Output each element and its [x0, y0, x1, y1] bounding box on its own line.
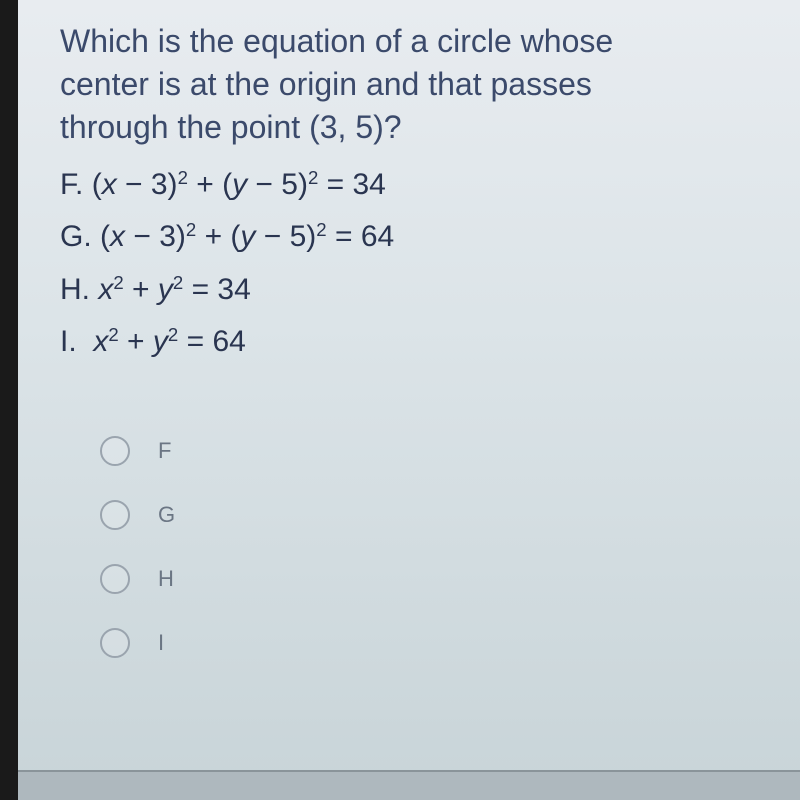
radio-label-h: H: [158, 566, 174, 592]
option-h-equation: x2 + y2 = 34: [98, 273, 250, 306]
question-card: Which is the equation of a circle whose …: [0, 0, 800, 712]
radio-label-g: G: [158, 502, 175, 528]
option-g-label: G.: [60, 214, 92, 261]
question-line-3: through the point (3, 5)?: [60, 109, 402, 145]
radio-option-g[interactable]: G: [100, 500, 760, 530]
option-f: F. (x − 3)2 + (y − 5)2 = 34: [60, 162, 760, 209]
option-g: G. (x − 3)2 + (y − 5)2 = 64: [60, 214, 760, 261]
radio-circle-icon[interactable]: [100, 628, 130, 658]
radio-label-i: I: [158, 630, 164, 656]
radio-group: F G H I: [100, 436, 760, 658]
option-f-equation: (x − 3)2 + (y − 5)2 = 34: [92, 168, 386, 201]
option-i: I. x2 + y2 = 64: [60, 319, 760, 366]
radio-circle-icon[interactable]: [100, 500, 130, 530]
question-line-2: center is at the origin and that passes: [60, 66, 592, 102]
radio-circle-icon[interactable]: [100, 564, 130, 594]
radio-option-h[interactable]: H: [100, 564, 760, 594]
question-text: Which is the equation of a circle whose …: [60, 20, 760, 150]
question-line-1: Which is the equation of a circle whose: [60, 23, 613, 59]
radio-circle-icon[interactable]: [100, 436, 130, 466]
radio-label-f: F: [158, 438, 171, 464]
bottom-bar: [18, 770, 800, 800]
option-g-equation: (x − 3)2 + (y − 5)2 = 64: [100, 220, 394, 253]
option-h-label: H.: [60, 267, 90, 314]
option-f-label: F.: [60, 162, 83, 209]
option-i-label: I.: [60, 319, 77, 366]
option-i-equation: x2 + y2 = 64: [85, 325, 246, 358]
screen-left-bezel: [0, 0, 18, 800]
radio-option-f[interactable]: F: [100, 436, 760, 466]
answer-options: F. (x − 3)2 + (y − 5)2 = 34 G. (x − 3)2 …: [60, 162, 760, 366]
radio-option-i[interactable]: I: [100, 628, 760, 658]
option-h: H. x2 + y2 = 34: [60, 267, 760, 314]
